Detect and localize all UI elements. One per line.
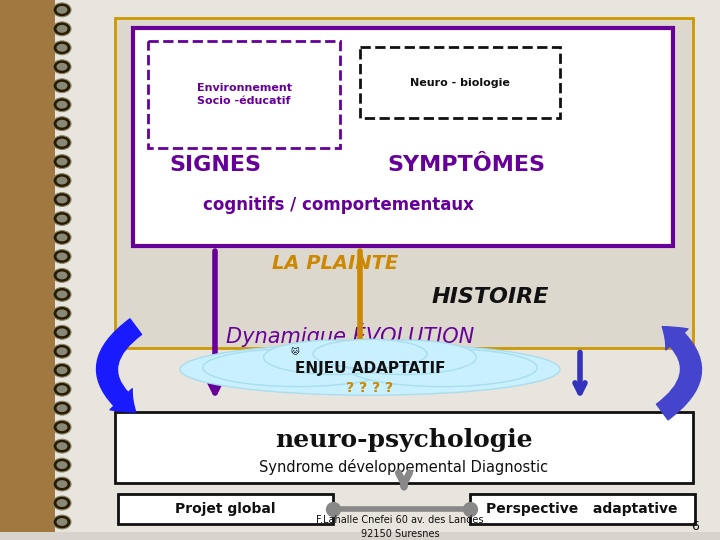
Text: Projet global: Projet global <box>175 502 275 516</box>
Bar <box>148 42 340 148</box>
Ellipse shape <box>53 154 71 168</box>
Ellipse shape <box>53 420 71 434</box>
Text: HISTOIRE: HISTOIRE <box>431 287 549 307</box>
Ellipse shape <box>53 326 71 339</box>
Ellipse shape <box>56 423 68 431</box>
Ellipse shape <box>53 458 71 472</box>
Text: Environnement
Socio -éducatif: Environnement Socio -éducatif <box>197 83 292 106</box>
Ellipse shape <box>56 44 68 52</box>
Text: SIGNES: SIGNES <box>169 156 261 176</box>
Ellipse shape <box>53 79 71 93</box>
Ellipse shape <box>56 101 68 109</box>
Ellipse shape <box>56 518 68 526</box>
Ellipse shape <box>56 272 68 279</box>
Ellipse shape <box>56 177 68 185</box>
Ellipse shape <box>56 253 68 260</box>
Bar <box>0 0 65 532</box>
Bar <box>470 495 695 524</box>
Bar <box>360 48 560 118</box>
Ellipse shape <box>56 233 68 241</box>
Ellipse shape <box>53 98 71 112</box>
Bar <box>115 411 693 483</box>
Text: LA PLAINTE: LA PLAINTE <box>272 254 398 273</box>
Bar <box>133 28 673 246</box>
Ellipse shape <box>56 366 68 374</box>
Ellipse shape <box>53 193 71 206</box>
Ellipse shape <box>56 347 68 355</box>
Ellipse shape <box>53 249 71 264</box>
Ellipse shape <box>56 195 68 204</box>
Ellipse shape <box>53 439 71 453</box>
Ellipse shape <box>56 404 68 412</box>
Ellipse shape <box>56 385 68 393</box>
Text: 🐱: 🐱 <box>291 347 300 356</box>
Ellipse shape <box>56 82 68 90</box>
Ellipse shape <box>53 363 71 377</box>
FancyArrowPatch shape <box>96 319 142 412</box>
Ellipse shape <box>56 25 68 33</box>
Ellipse shape <box>203 349 393 387</box>
Text: Perspective   adaptative: Perspective adaptative <box>486 502 678 516</box>
Ellipse shape <box>53 231 71 245</box>
Ellipse shape <box>56 291 68 298</box>
Ellipse shape <box>53 117 71 131</box>
Ellipse shape <box>332 340 477 375</box>
Ellipse shape <box>56 309 68 318</box>
Ellipse shape <box>53 496 71 510</box>
Ellipse shape <box>180 343 560 395</box>
Ellipse shape <box>56 139 68 146</box>
Ellipse shape <box>56 158 68 166</box>
Ellipse shape <box>53 268 71 282</box>
Ellipse shape <box>53 287 71 301</box>
Text: F.Lahalle Cnefei 60 av. des Landes
92150 Suresnes: F.Lahalle Cnefei 60 av. des Landes 92150… <box>316 515 484 539</box>
Text: Neuro - biologie: Neuro - biologie <box>410 78 510 87</box>
Ellipse shape <box>53 60 71 73</box>
Ellipse shape <box>347 349 537 387</box>
Ellipse shape <box>53 515 71 529</box>
Ellipse shape <box>56 328 68 336</box>
Ellipse shape <box>56 6 68 14</box>
Ellipse shape <box>53 22 71 36</box>
Ellipse shape <box>56 63 68 71</box>
Text: SYMPTÔMES: SYMPTÔMES <box>387 156 545 176</box>
Ellipse shape <box>56 120 68 127</box>
Ellipse shape <box>53 212 71 225</box>
Text: cognitifs / comportementaux: cognitifs / comportementaux <box>202 196 474 214</box>
Text: 6: 6 <box>691 521 699 534</box>
Bar <box>115 18 693 348</box>
Ellipse shape <box>56 461 68 469</box>
Text: Dynamique ÉVOLUTION: Dynamique ÉVOLUTION <box>226 323 474 347</box>
Ellipse shape <box>53 41 71 55</box>
Ellipse shape <box>313 339 427 368</box>
Ellipse shape <box>264 340 408 375</box>
Bar <box>118 495 333 524</box>
Ellipse shape <box>56 442 68 450</box>
Ellipse shape <box>53 345 71 358</box>
Ellipse shape <box>56 214 68 222</box>
Ellipse shape <box>53 3 71 17</box>
Text: ENJEU ADAPTATIF: ENJEU ADAPTATIF <box>294 361 445 376</box>
Ellipse shape <box>53 382 71 396</box>
Ellipse shape <box>53 174 71 187</box>
FancyArrowPatch shape <box>657 327 701 420</box>
Text: neuro-psychologie: neuro-psychologie <box>275 428 533 453</box>
Ellipse shape <box>53 401 71 415</box>
Ellipse shape <box>56 499 68 507</box>
Ellipse shape <box>56 480 68 488</box>
Text: ? ? ? ?: ? ? ? ? <box>346 381 394 395</box>
Ellipse shape <box>53 307 71 320</box>
Ellipse shape <box>53 477 71 491</box>
Text: Syndrome développemental Diagnostic: Syndrome développemental Diagnostic <box>259 459 549 475</box>
Ellipse shape <box>53 136 71 150</box>
